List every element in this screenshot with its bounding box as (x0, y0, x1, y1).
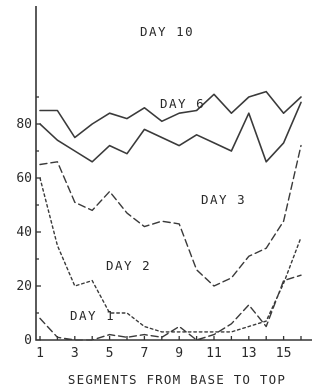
x-tick-label-11: 11 (206, 346, 222, 361)
x-axis-label: SEGMENTS FROM BASE TO TOP (68, 372, 286, 387)
series-label-day-3: DAY 3 (201, 192, 246, 207)
y-tick-label-80: 80 (16, 117, 32, 132)
series-line-day-6 (39, 101, 302, 163)
axis-lines (35, 6, 312, 341)
y-tick-label-0: 0 (24, 333, 32, 348)
x-tick-label-15: 15 (276, 346, 292, 361)
x-tick-label-3: 3 (71, 346, 79, 361)
x-tick-label-7: 7 (140, 346, 148, 361)
series-line-day-1 (39, 274, 302, 341)
y-tick-label-20: 20 (16, 279, 32, 294)
x-axis-ticks: 1 3 5 7 9 11 13 15 (36, 336, 302, 361)
series-line-day-3 (39, 144, 302, 287)
series-label-day-10: DAY 10 (140, 24, 194, 39)
y-axis-ticks: 0 20 40 60 80 (16, 96, 41, 348)
x-tick-label-1: 1 (36, 346, 44, 361)
x-tick-label-9: 9 (175, 346, 183, 361)
y-tick-label-40: 40 (16, 225, 32, 240)
x-tick-label-5: 5 (106, 346, 114, 361)
series-labels: DAY 10 DAY 6 DAY 3 DAY 2 DAY 1 (70, 24, 246, 323)
series-line-day-2 (39, 177, 302, 333)
y-tick-label-60: 60 (16, 171, 32, 186)
series-lines (39, 90, 302, 341)
series-label-day-6: DAY 6 (160, 96, 205, 111)
chart-axes (35, 6, 312, 341)
series-line-day-10 (39, 90, 302, 139)
series-label-day-2: DAY 2 (106, 258, 151, 273)
x-tick-label-13: 13 (241, 346, 257, 361)
series-label-day-1: DAY 1 (70, 308, 115, 323)
